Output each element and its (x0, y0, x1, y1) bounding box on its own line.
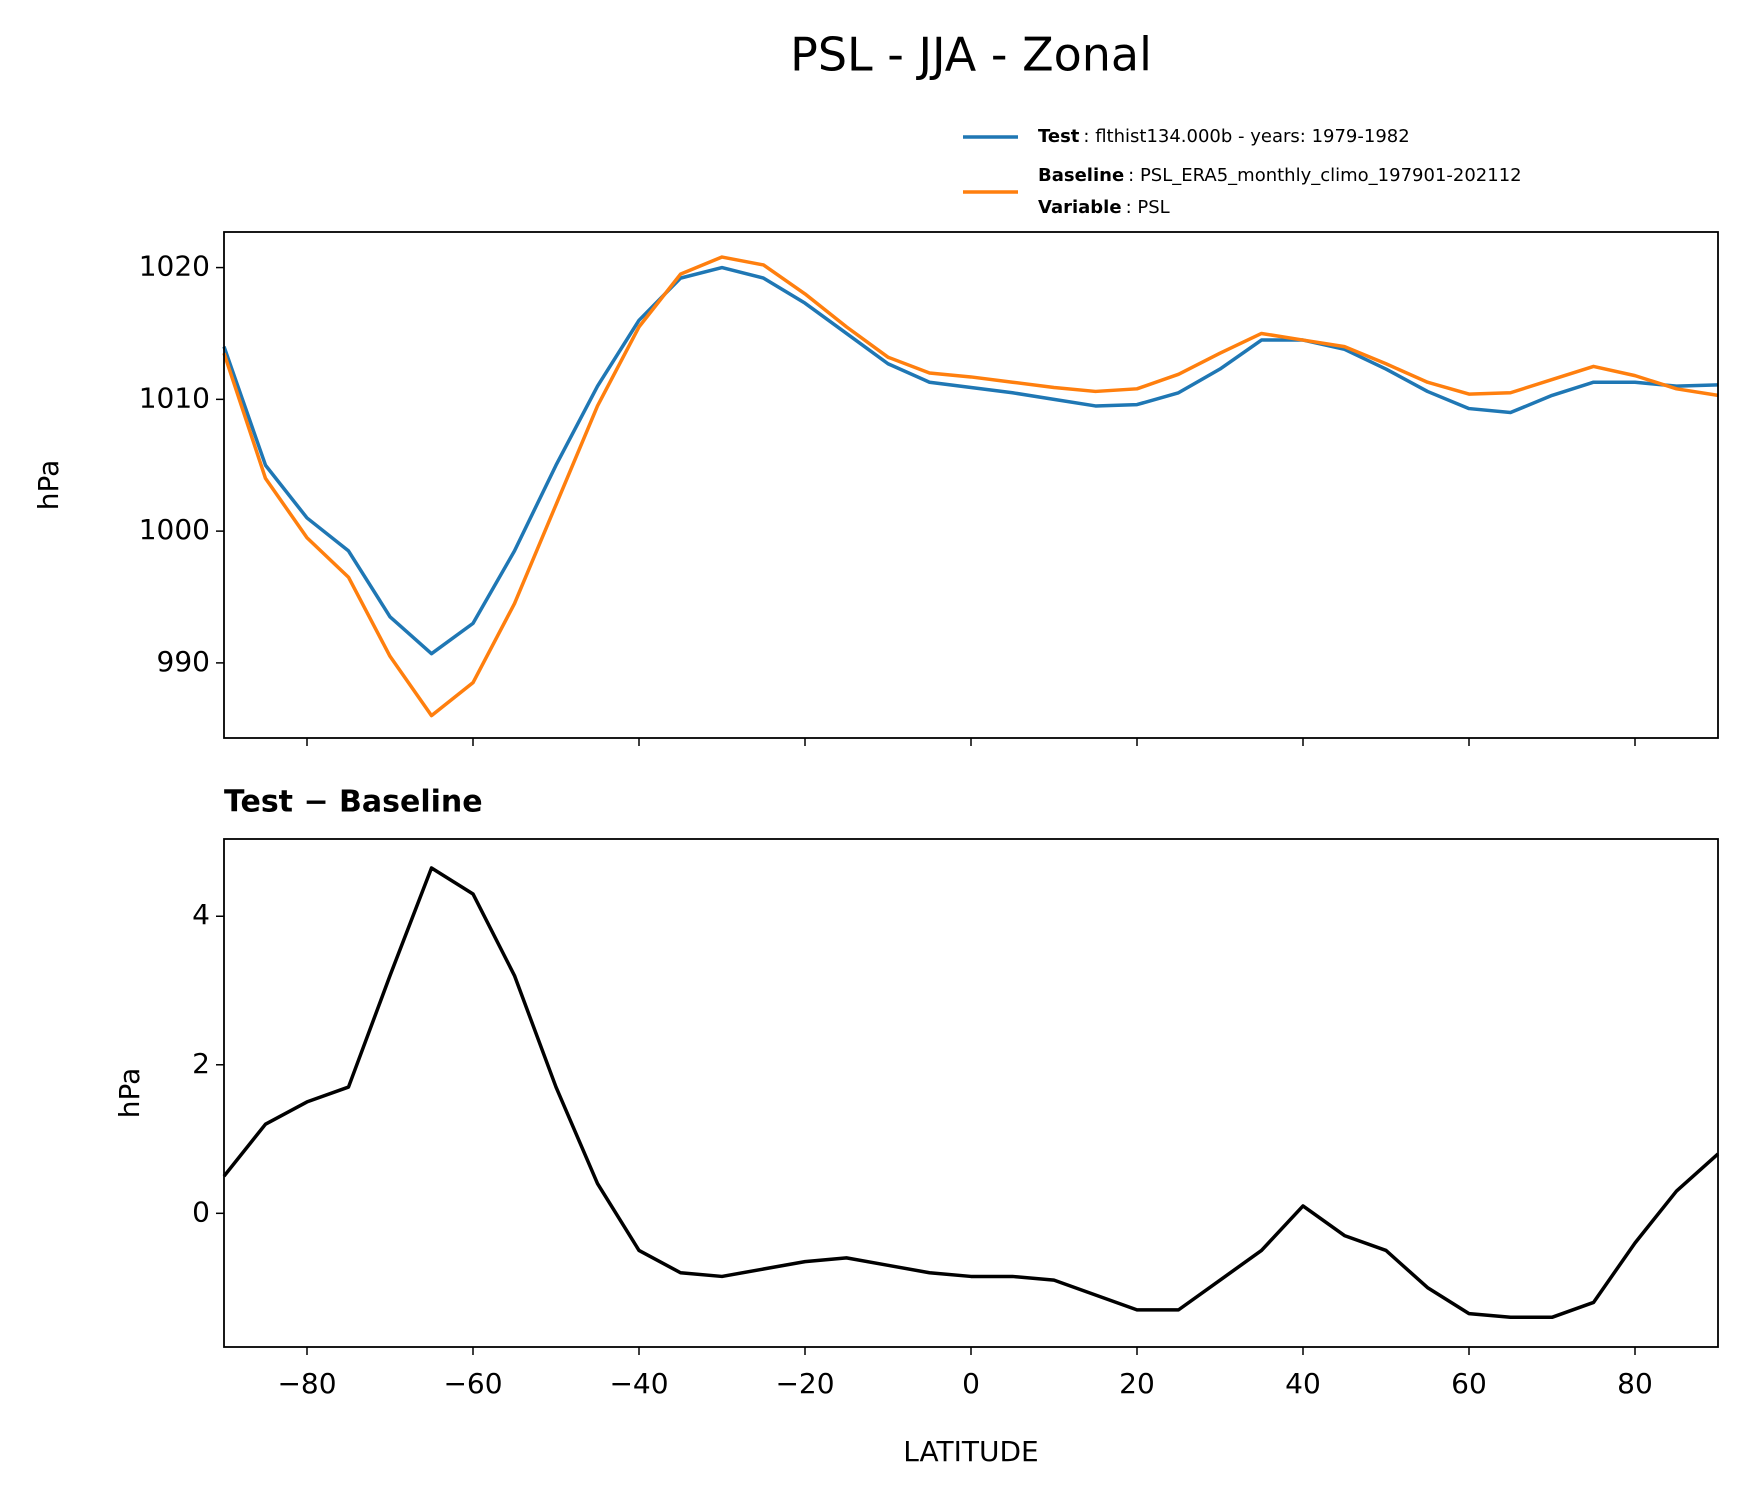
plot-frame (223, 231, 1719, 739)
data-line (222, 866, 1720, 1320)
x-tick-label: 60 (1451, 1367, 1487, 1400)
legend-name: Test (1038, 126, 1080, 147)
y-tick-label: 1020 (139, 250, 210, 283)
panel-title: Test − Baseline (224, 785, 483, 820)
legend-entry: Test: flthist134.000b - years: 1979-1982 (1038, 126, 1410, 147)
data-line (222, 265, 1719, 656)
x-tick-label: −40 (609, 1367, 668, 1400)
y-tick-label: 1010 (139, 381, 210, 414)
legend-entry: Variable: PSL (1038, 197, 1170, 218)
y-tick-label: 2 (192, 1047, 210, 1080)
legend-name: Variable (1038, 197, 1122, 218)
x-tick-label: 40 (1285, 1367, 1321, 1400)
chart-title: PSL - JJA - Zonal (790, 28, 1152, 82)
y-tick-label: 990 (157, 645, 210, 678)
y-axis-label: hPa (32, 460, 65, 511)
legend-description: : PSL (1126, 197, 1170, 218)
x-tick-label: 20 (1119, 1367, 1155, 1400)
data-line (222, 255, 1719, 718)
x-tick-label: −60 (443, 1367, 502, 1400)
legend-entry: Baseline: PSL_ERA5_monthly_climo_197901-… (1038, 165, 1522, 186)
x-axis-label: LATITUDE (903, 1435, 1038, 1468)
x-tick-label: −20 (775, 1367, 834, 1400)
y-tick-label: 1000 (139, 513, 210, 546)
x-tick-label: −80 (277, 1367, 336, 1400)
legend-description: : PSL_ERA5_monthly_climo_197901-202112 (1128, 165, 1521, 186)
y-tick-label: 4 (192, 898, 210, 931)
y-tick-label: 0 (192, 1195, 210, 1228)
legend-name: Baseline (1038, 165, 1124, 186)
plot-frame (223, 838, 1719, 1348)
y-axis-label: hPa (113, 1068, 146, 1119)
x-tick-label: 80 (1617, 1367, 1653, 1400)
legend-description: : flthist134.000b - years: 1979-1982 (1083, 126, 1409, 147)
x-tick-label: 0 (962, 1367, 980, 1400)
